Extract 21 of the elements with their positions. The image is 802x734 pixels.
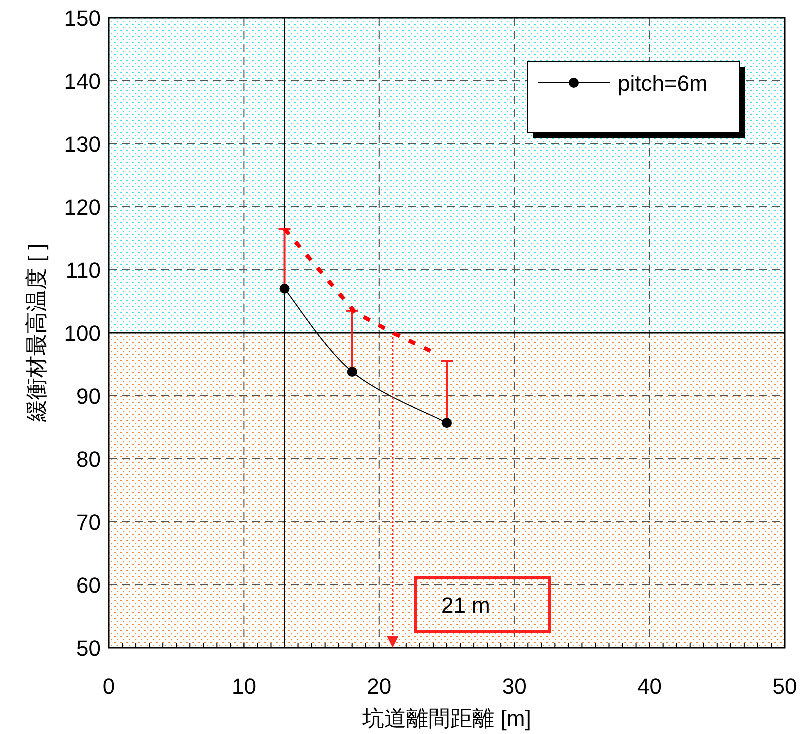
x-tick-label: 0 — [102, 674, 116, 699]
annotation: 21 m — [441, 593, 490, 618]
y-tick-label: 50 — [76, 636, 101, 661]
y-tick-label: 60 — [76, 573, 101, 598]
y-tick-label: 120 — [64, 195, 101, 220]
x-tick-label: 20 — [367, 674, 392, 699]
x-axis-title: 坑道離間距離 [m] — [362, 706, 532, 731]
x-tick-label: 30 — [502, 674, 527, 699]
x-tick-label: 40 — [638, 674, 662, 699]
y-tick-label: 150 — [64, 6, 101, 31]
y-tick-label: 70 — [76, 510, 101, 535]
y-axis-title: 緩衝材最高温度 [ ] — [24, 244, 49, 424]
x-tick-label: 50 — [772, 674, 798, 699]
y-tick-label: 110 — [66, 258, 101, 283]
y-tick-label: 130 — [64, 132, 101, 157]
y-tick-label: 100 — [64, 321, 101, 346]
x-tick-label: 10 — [232, 674, 256, 699]
y-tick-label: 140 — [64, 69, 101, 94]
y-tick-label: 80 — [76, 447, 101, 472]
y-tick-label: 90 — [76, 384, 101, 409]
legend-label: pitch=6m — [618, 71, 708, 96]
